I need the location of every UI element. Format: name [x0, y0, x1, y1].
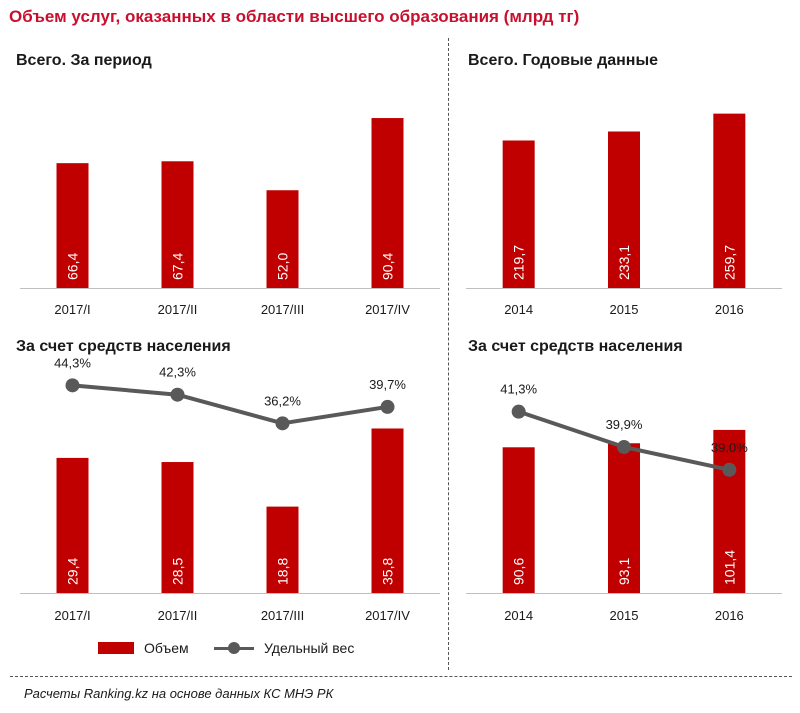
category-label: 2017/I: [54, 302, 90, 317]
bar-2017-IV: [371, 428, 404, 593]
share-point: [380, 399, 395, 414]
bar-2017-II: [161, 161, 194, 288]
bar-2017-II: [161, 462, 194, 593]
category-label: 2017/I: [54, 608, 90, 623]
bar-2017-III: [266, 506, 299, 593]
share-point: [170, 387, 185, 402]
bar-value-label: 219,7: [511, 245, 527, 280]
bar-value-label: 101,4: [721, 550, 737, 585]
category-label: 2017/II: [158, 608, 198, 623]
category-label: 2017/II: [158, 302, 198, 317]
category-label: 2017/IV: [365, 302, 410, 317]
share-point: [65, 378, 80, 393]
category-label: 2016: [715, 608, 744, 623]
bar-2015: [608, 443, 640, 593]
legend-volume-label: Объем: [144, 640, 189, 656]
legend-bar-swatch: [98, 642, 134, 654]
category-label: 2014: [504, 608, 533, 623]
bar-value-label: 18,8: [275, 558, 291, 585]
bar-value-label: 90,4: [380, 253, 396, 280]
source-note: Расчеты Ranking.kz на основе данных КС М…: [24, 686, 334, 701]
share-value-label: 41,3%: [500, 382, 537, 397]
panel-title-population-annual: За счет средств населения: [468, 338, 683, 355]
share-value-label: 39,9%: [606, 417, 643, 432]
share-value-label: 42,3%: [159, 365, 196, 380]
bar-value-label: 28,5: [170, 558, 186, 585]
bar-2017-IV: [371, 118, 404, 288]
bar-2014: [502, 140, 535, 288]
share-value-label: 39,7%: [369, 377, 406, 392]
category-label: 2015: [610, 608, 639, 623]
panel-divider-vertical: [448, 38, 449, 670]
category-label: 2015: [610, 302, 639, 317]
share-point: [275, 416, 290, 431]
category-label: 2017/IV: [365, 608, 410, 623]
share-value-label: 36,2%: [264, 393, 301, 408]
bar-2017-I: [56, 457, 89, 593]
category-label: 2017/III: [261, 302, 304, 317]
share-point: [722, 462, 737, 477]
bar-2014: [502, 447, 535, 593]
panel-title-total-annual: Всего. Годовые данные: [468, 52, 659, 69]
bar-value-label: 233,1: [616, 245, 632, 280]
bar-value-label: 67,4: [170, 253, 186, 280]
bar-2017-I: [56, 163, 89, 288]
bar-value-label: 52,0: [275, 253, 291, 280]
category-label: 2014: [504, 302, 533, 317]
bar-value-label: 66,4: [65, 253, 81, 280]
chart-total-annual: 219,7 2014 233,1 2015 259,7 2016: [466, 113, 782, 317]
chart-population-quarterly: 29,4 2017/I 28,5 2017/II 18,8 2017/III 35,8 201…: [20, 355, 440, 623]
share-point: [617, 440, 631, 455]
category-label: 2016: [715, 302, 744, 317]
bar-value-label: 35,8: [380, 558, 396, 585]
bar-2017-III: [266, 190, 299, 288]
share-value-label: 39,0%: [711, 440, 748, 455]
share-value-label: 44,3%: [54, 355, 91, 370]
legend-dot-swatch: [228, 642, 240, 654]
panel-title-population-quarterly: За счет средств населения: [16, 338, 231, 355]
bar-value-label: 259,7: [721, 245, 737, 280]
legend-share-label: Удельный вес: [264, 640, 355, 656]
category-label: 2017/III: [261, 608, 304, 623]
bar-2015: [608, 131, 640, 288]
chart-total-quarterly: 66,4 2017/I 67,4 2017/II 52,0 2017/III 90,4 201…: [20, 118, 440, 317]
share-point: [511, 404, 526, 419]
panel-title-total-quarterly: Всего. За период: [16, 52, 152, 69]
bar-value-label: 90,6: [511, 558, 527, 585]
bar-value-label: 93,1: [616, 558, 632, 585]
main-title: Объем услуг, оказанных в области высшего…: [9, 7, 580, 26]
bar-value-label: 29,4: [65, 558, 81, 585]
bar-2016: [713, 113, 746, 288]
footer-divider: [10, 676, 792, 677]
bar-2016: [713, 429, 746, 593]
chart-population-annual: 90,6 2014 93,1 2015 101,4 2016 41,3% 39,9% 39,0%: [466, 382, 782, 623]
share-line: [72, 383, 388, 426]
